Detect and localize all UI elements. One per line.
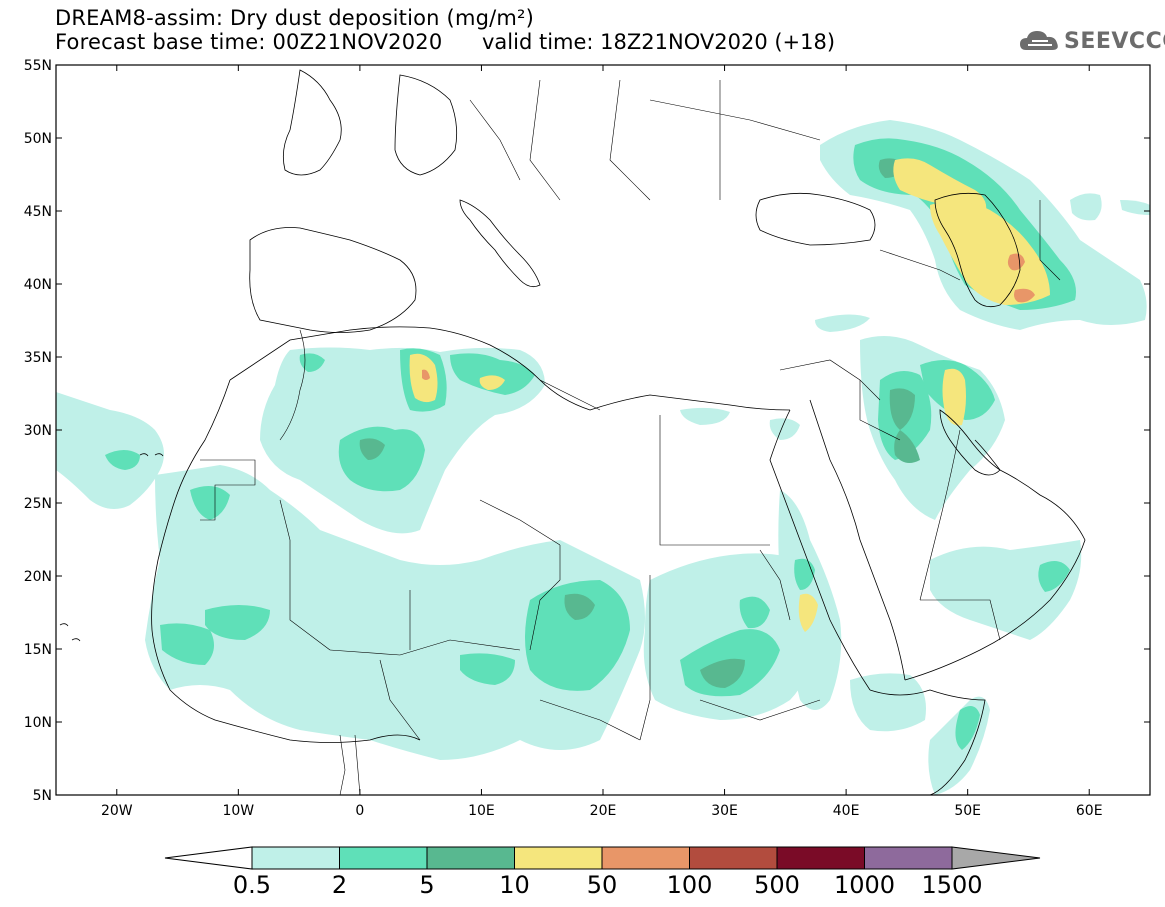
lon-tick-label: 50E	[954, 803, 981, 819]
lat-tick-label: 40N	[24, 277, 52, 293]
lon-tick-label: 10E	[468, 803, 495, 819]
lon-tick-label: 60E	[1076, 803, 1103, 819]
lat-tick-label: 25N	[24, 496, 52, 512]
lat-tick-label: 20N	[24, 569, 52, 585]
lon-tick-label: 0	[355, 803, 364, 819]
lat-tick-label: 15N	[24, 642, 52, 658]
title-line-1: DREAM8-assim: Dry dust deposition (mg/m²…	[55, 6, 535, 30]
legend-label: 500	[754, 871, 800, 899]
legend-label: 2	[332, 871, 347, 899]
colorbar-legend: 0.5 2 5 10 50 100 500 1000 1500	[164, 846, 1041, 899]
country-borders	[200, 79, 1061, 795]
legend-label: 1000	[834, 871, 895, 899]
legend-swatch	[864, 846, 953, 870]
valid-time: valid time: 18Z21NOV2020 (+18)	[482, 30, 836, 54]
legend-swatch	[776, 846, 865, 870]
lat-tick-label: 5N	[33, 788, 52, 804]
lon-tick-label: 40E	[833, 803, 860, 819]
latitude-axis: 5N 10N 15N 20N 25N 30N 35N 40N 45N 50N 55N	[24, 58, 1150, 804]
logo-text: SEEVCCC	[1064, 29, 1165, 54]
legend-label: 100	[667, 871, 713, 899]
cloud-icon	[1020, 31, 1058, 50]
legend-label: 1500	[921, 871, 982, 899]
lat-tick-label: 35N	[24, 350, 52, 366]
legend-label: 0.5	[233, 871, 271, 899]
lat-tick-label: 55N	[24, 58, 52, 74]
deposition-level-10-50	[409, 158, 1050, 632]
legend-swatch	[514, 846, 603, 870]
longitude-axis: 20W 10W 0 10E 20E 30E 40E 50E 60E	[101, 65, 1103, 819]
legend-swatch	[339, 846, 428, 870]
legend-swatch	[426, 846, 515, 870]
lat-tick-label: 50N	[24, 131, 52, 147]
deposition-level-5-10	[359, 158, 920, 688]
lat-tick-label: 45N	[24, 204, 52, 220]
legend-label: 5	[419, 871, 434, 899]
legend-arrow-high	[951, 846, 1041, 870]
legend-swatch	[251, 846, 340, 870]
forecast-base-time: Forecast base time: 00Z21NOV2020	[55, 30, 443, 54]
deposition-level-50-100	[422, 253, 1035, 380]
legend-label: 50	[587, 871, 618, 899]
coastlines	[59, 69, 1086, 795]
lat-tick-label: 30N	[24, 423, 52, 439]
legend-swatch	[601, 846, 690, 870]
seevccc-logo: SEEVCCC	[1018, 26, 1165, 56]
lon-tick-label: 30E	[711, 803, 738, 819]
lon-tick-label: 20W	[101, 803, 133, 819]
deposition-field	[56, 69, 1150, 795]
legend-label: 10	[499, 871, 530, 899]
lon-tick-label: 20E	[590, 803, 617, 819]
lon-tick-label: 10W	[222, 803, 254, 819]
legend-arrow-low	[164, 846, 253, 870]
lat-tick-label: 10N	[24, 715, 52, 731]
legend-swatch	[689, 846, 778, 870]
